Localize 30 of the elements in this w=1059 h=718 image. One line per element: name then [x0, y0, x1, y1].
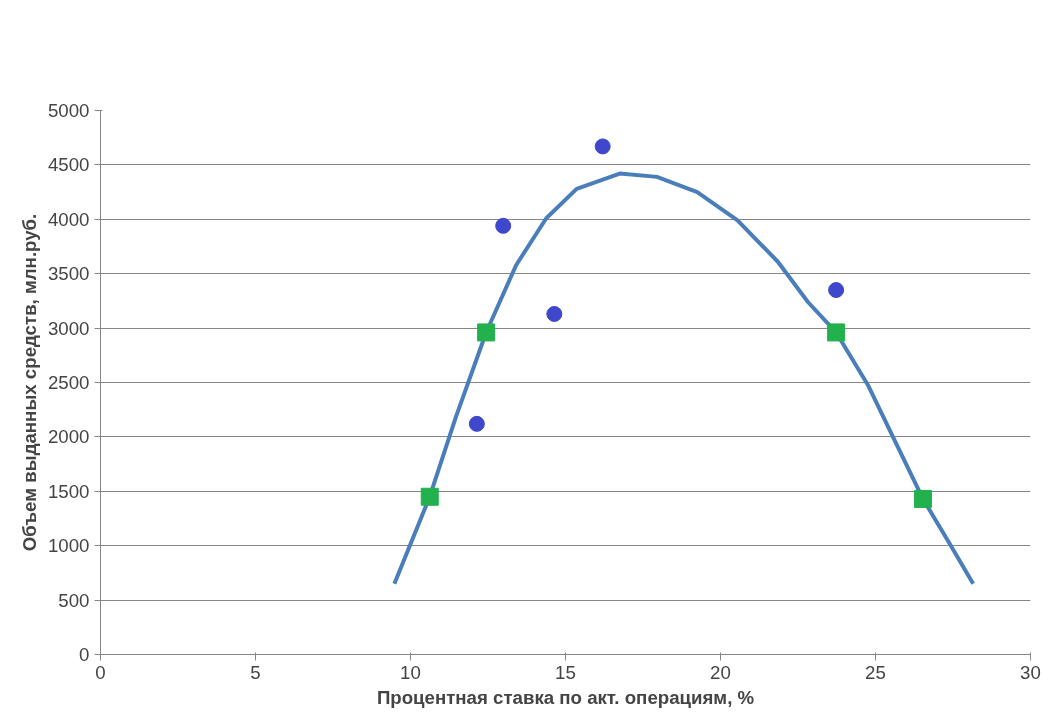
y-tick-label: 2500: [48, 372, 90, 393]
point: [913, 489, 932, 508]
point: [468, 415, 485, 432]
y-tick-label: 4500: [48, 154, 90, 176]
y-tick-label: 3500: [48, 263, 90, 285]
x-tick-label: 30: [1020, 661, 1041, 683]
point: [828, 282, 845, 299]
x-tick-label: 10: [400, 661, 421, 683]
point: [594, 138, 611, 155]
y-tick-label: 4000: [48, 208, 90, 230]
y-tick-label: 1000: [48, 535, 90, 557]
x-tick-label: 15: [555, 661, 576, 683]
x-tick-label: 25: [865, 661, 886, 683]
point: [477, 323, 496, 342]
y-tick-label: 3000: [48, 317, 90, 339]
line-series: [392, 171, 976, 586]
x-tick-label: 5: [250, 661, 261, 683]
y-tick-label: 5000: [48, 100, 90, 121]
y-axis-title: Объем выданных средств, млн.руб.: [19, 213, 40, 552]
point: [420, 487, 439, 506]
x-tick-label: 20: [710, 661, 731, 683]
x-axis-title: Процентная ставка по акт. операциям, %: [376, 686, 755, 708]
point: [827, 323, 846, 342]
y-tick-label: 1500: [48, 480, 90, 502]
y-tick-label: 0: [79, 644, 90, 665]
point: [546, 305, 563, 322]
x-tick-label: 0: [95, 661, 106, 683]
point: [495, 217, 512, 234]
y-tick-label: 500: [58, 589, 90, 611]
y-tick-label: 2000: [48, 426, 90, 448]
